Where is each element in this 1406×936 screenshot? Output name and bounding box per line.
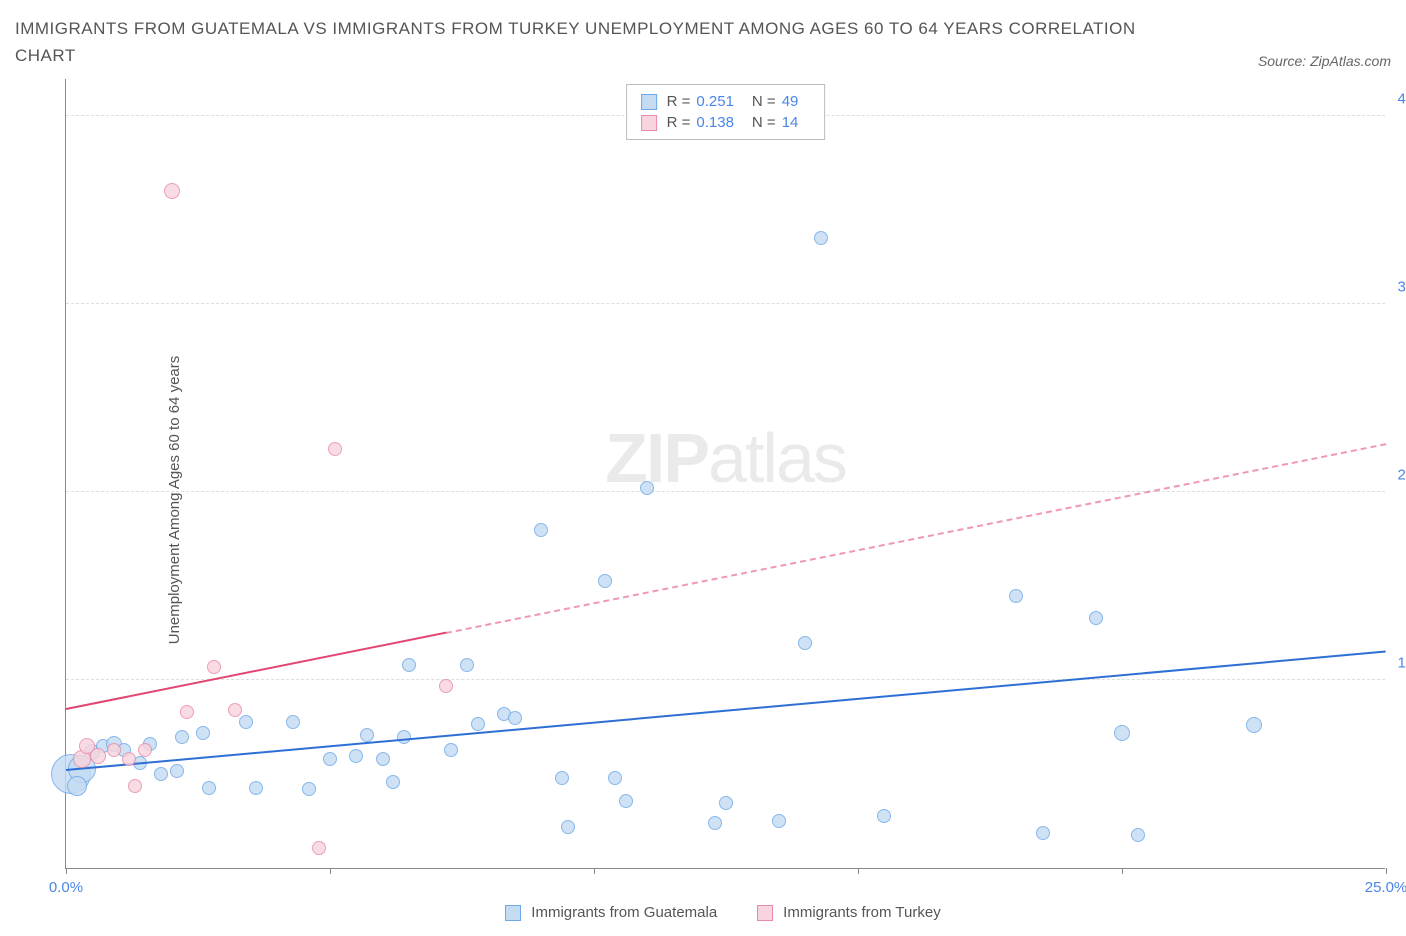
data-point xyxy=(286,715,300,729)
stat-n-value: 49 xyxy=(782,93,799,110)
y-tick-label: 10.0% xyxy=(1397,655,1406,672)
x-tick xyxy=(330,868,331,874)
data-point xyxy=(180,705,194,719)
data-point xyxy=(397,730,411,744)
legend-item: Immigrants from Guatemala xyxy=(505,904,717,921)
data-point xyxy=(555,771,569,785)
data-point xyxy=(328,442,342,456)
gridline xyxy=(66,491,1385,492)
data-point xyxy=(1246,717,1262,733)
data-point xyxy=(1114,725,1130,741)
data-point xyxy=(154,767,168,781)
data-point xyxy=(122,752,136,766)
data-point xyxy=(508,711,522,725)
data-point xyxy=(164,183,180,199)
data-point xyxy=(1009,589,1023,603)
stat-r-label: R = xyxy=(667,93,691,110)
data-point xyxy=(386,775,400,789)
legend-swatch xyxy=(641,94,657,110)
data-point xyxy=(207,660,221,674)
stat-r-value: 0.138 xyxy=(696,114,734,131)
data-point xyxy=(302,782,316,796)
data-point xyxy=(798,636,812,650)
x-tick xyxy=(858,868,859,874)
legend-label: Immigrants from Guatemala xyxy=(531,904,717,921)
gridline xyxy=(66,303,1385,304)
scatter-plot: ZIPatlas R = 0.251N = 49R = 0.138N = 14 … xyxy=(65,79,1385,869)
legend-swatch xyxy=(757,905,773,921)
stat-n-value: 14 xyxy=(782,114,799,131)
data-point xyxy=(170,764,184,778)
data-point xyxy=(239,715,253,729)
data-point xyxy=(471,717,485,731)
data-point xyxy=(708,816,722,830)
x-tick xyxy=(66,868,67,874)
data-point xyxy=(608,771,622,785)
chart-header: IMMIGRANTS FROM GUATEMALA VS IMMIGRANTS … xyxy=(15,15,1391,69)
trend-line xyxy=(446,443,1386,634)
data-point xyxy=(138,743,152,757)
stat-r-label: R = xyxy=(667,114,691,131)
x-tick xyxy=(1386,868,1387,874)
x-tick-label: 25.0% xyxy=(1365,879,1406,896)
y-tick-label: 40.0% xyxy=(1397,91,1406,108)
chart-title: IMMIGRANTS FROM GUATEMALA VS IMMIGRANTS … xyxy=(15,15,1165,69)
data-point xyxy=(376,752,390,766)
data-point xyxy=(772,814,786,828)
data-point xyxy=(349,749,363,763)
chart-container: Unemployment Among Ages 60 to 64 years Z… xyxy=(55,79,1391,921)
data-point xyxy=(1036,826,1050,840)
data-point xyxy=(360,728,374,742)
data-point xyxy=(249,781,263,795)
data-point xyxy=(202,781,216,795)
legend-item: Immigrants from Turkey xyxy=(757,904,941,921)
trend-line xyxy=(66,632,447,710)
data-point xyxy=(877,809,891,823)
stats-legend-row: R = 0.251 N = 49 xyxy=(641,91,811,112)
data-point xyxy=(175,730,189,744)
x-tick-label: 0.0% xyxy=(49,879,83,896)
data-point xyxy=(619,794,633,808)
stat-r-value: 0.251 xyxy=(696,93,734,110)
legend-swatch xyxy=(641,115,657,131)
data-point xyxy=(128,779,142,793)
data-point xyxy=(1089,611,1103,625)
data-point xyxy=(444,743,458,757)
data-point xyxy=(402,658,416,672)
legend-swatch xyxy=(505,905,521,921)
legend-label: Immigrants from Turkey xyxy=(783,904,941,921)
chart-source: Source: ZipAtlas.com xyxy=(1258,53,1391,69)
data-point xyxy=(640,481,654,495)
data-point xyxy=(561,820,575,834)
data-point xyxy=(1131,828,1145,842)
gridline xyxy=(66,679,1385,680)
stat-n-label: N = xyxy=(752,93,776,110)
x-tick xyxy=(1122,868,1123,874)
data-point xyxy=(107,743,121,757)
y-tick-label: 30.0% xyxy=(1397,279,1406,296)
data-point xyxy=(598,574,612,588)
data-point xyxy=(719,796,733,810)
data-point xyxy=(228,703,242,717)
x-tick xyxy=(594,868,595,874)
stat-n-label: N = xyxy=(752,114,776,131)
data-point xyxy=(312,841,326,855)
data-point xyxy=(323,752,337,766)
stats-legend-row: R = 0.138 N = 14 xyxy=(641,112,811,133)
data-point xyxy=(439,679,453,693)
y-tick-label: 20.0% xyxy=(1397,467,1406,484)
data-point xyxy=(460,658,474,672)
stats-legend: R = 0.251 N = 49 R = 0.138 N = 14 xyxy=(626,84,826,140)
data-point xyxy=(67,776,87,796)
series-legend: Immigrants from Guatemala Immigrants from… xyxy=(55,904,1391,921)
data-point xyxy=(814,231,828,245)
data-point xyxy=(534,523,548,537)
data-point xyxy=(90,748,106,764)
data-point xyxy=(196,726,210,740)
